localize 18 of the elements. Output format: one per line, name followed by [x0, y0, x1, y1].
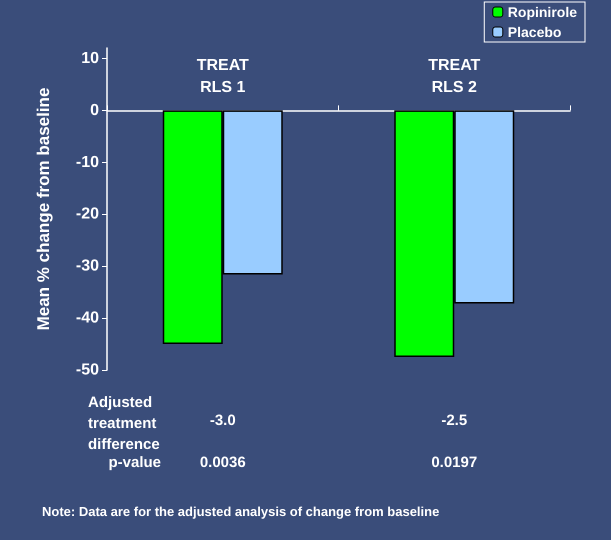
- x-tick-label: TREAT RLS 1: [196, 56, 250, 96]
- y-tick-label: -10: [76, 154, 100, 171]
- text: 0.0036: [200, 454, 246, 471]
- y-tick-label: 10: [81, 50, 100, 67]
- x-tick-label: TREAT RLS 2: [428, 56, 481, 96]
- y-tick-label: -50: [76, 362, 100, 378]
- y-tick-label: -20: [76, 206, 100, 223]
- y-tick-label: -30: [76, 258, 100, 275]
- legend-label: Ropinirole: [508, 4, 578, 20]
- text: Note: Data are for the adjusted analysis of change from baseline: [42, 504, 440, 519]
- text: -3.0: [210, 412, 236, 429]
- text: -2.5: [441, 412, 468, 429]
- y-tick-label: -40: [76, 310, 100, 327]
- text: p-value: [108, 454, 161, 471]
- text: 0.0197: [431, 454, 478, 471]
- y-axis-title: Mean % change from baseline: [34, 88, 53, 330]
- y-tick-label: 0: [90, 102, 100, 119]
- legend-label: Placebo: [508, 24, 562, 40]
